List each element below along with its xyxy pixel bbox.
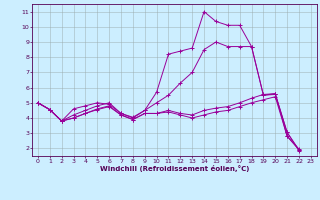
X-axis label: Windchill (Refroidissement éolien,°C): Windchill (Refroidissement éolien,°C) [100, 165, 249, 172]
